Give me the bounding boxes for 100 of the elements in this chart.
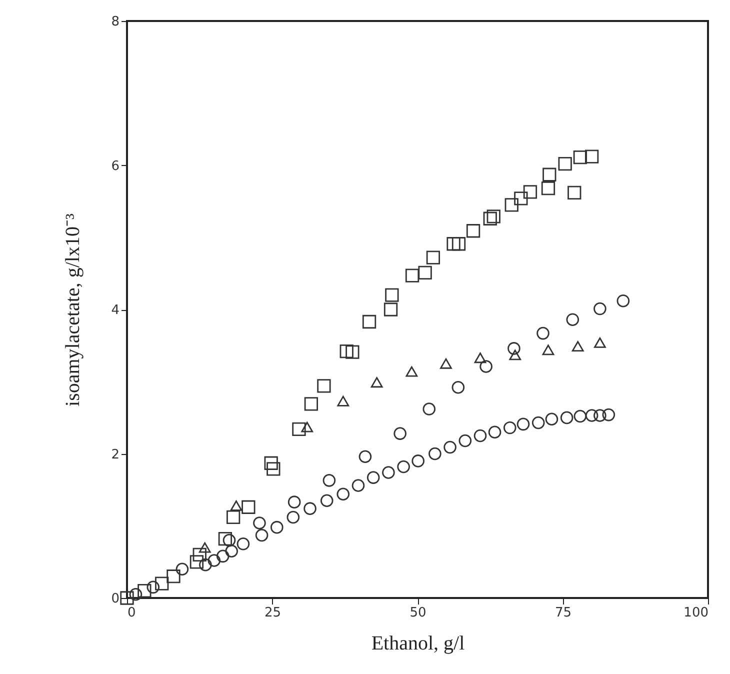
- point: [366, 471, 380, 484]
- point: [255, 528, 268, 542]
- x-tick-label: 100: [684, 606, 708, 620]
- x-axis-title: Ethanol, g/l: [371, 632, 466, 654]
- point: [616, 294, 630, 308]
- point: [236, 538, 250, 550]
- point: [536, 326, 550, 340]
- point: [509, 350, 522, 360]
- point: [166, 570, 180, 584]
- point: [602, 408, 616, 422]
- point: [352, 479, 365, 492]
- point: [584, 150, 599, 164]
- point: [428, 447, 442, 460]
- x-tick-label: 25: [264, 606, 282, 620]
- point: [523, 185, 538, 199]
- point: [558, 156, 572, 171]
- point: [541, 182, 556, 196]
- point: [560, 411, 574, 424]
- point: [542, 344, 554, 356]
- point: [394, 427, 406, 440]
- point: [301, 422, 314, 432]
- point: [190, 555, 204, 569]
- point: [384, 302, 398, 316]
- point: [198, 542, 211, 553]
- point: [242, 500, 256, 514]
- point: [264, 456, 278, 470]
- point: [542, 168, 556, 182]
- point: [574, 410, 587, 423]
- point: [317, 379, 331, 393]
- y-tick-label: 2: [111, 447, 120, 462]
- point: [288, 496, 301, 508]
- point: [488, 426, 502, 438]
- point: [405, 268, 420, 282]
- point: [452, 237, 466, 251]
- point: [138, 584, 152, 598]
- point: [304, 502, 316, 515]
- y-axis-title: isoamylacetate, g/lx10⁻³: [62, 214, 84, 406]
- point: [412, 454, 424, 468]
- y-tick-label: 4: [111, 303, 120, 318]
- point: [192, 548, 206, 562]
- y-tick-label: 0: [111, 592, 120, 606]
- point: [304, 397, 318, 411]
- point: [199, 558, 212, 572]
- point: [382, 466, 395, 479]
- point: [362, 314, 376, 329]
- point: [346, 345, 360, 359]
- point: [397, 460, 410, 474]
- point: [358, 450, 372, 464]
- point: [216, 550, 230, 563]
- y-tick-label: 8: [111, 14, 120, 30]
- point: [426, 250, 440, 264]
- point: [292, 422, 306, 436]
- point: [322, 474, 336, 487]
- point: [129, 588, 142, 601]
- point: [508, 342, 520, 355]
- point: [566, 313, 580, 326]
- point: [422, 402, 436, 416]
- point: [208, 554, 221, 567]
- point: [370, 377, 383, 388]
- point: [225, 544, 238, 558]
- point: [176, 562, 189, 576]
- point: [568, 186, 582, 200]
- point: [466, 224, 480, 238]
- point: [253, 516, 266, 530]
- point: [155, 576, 169, 590]
- point: [483, 212, 497, 226]
- point: [446, 237, 460, 251]
- point: [320, 494, 334, 508]
- point: [146, 580, 160, 594]
- x-tick-label: 0: [128, 606, 136, 620]
- point: [594, 337, 606, 348]
- point: [594, 302, 606, 316]
- point: [418, 266, 432, 280]
- point: [458, 434, 472, 448]
- point: [120, 591, 134, 605]
- point: [340, 344, 354, 358]
- point: [452, 381, 465, 394]
- point: [480, 360, 492, 373]
- point: [266, 462, 280, 476]
- point: [474, 429, 487, 442]
- point: [516, 418, 530, 431]
- point: [594, 409, 606, 422]
- point: [486, 210, 500, 224]
- point: [336, 488, 350, 501]
- point: [218, 532, 232, 546]
- point: [286, 510, 300, 524]
- point: [573, 150, 588, 164]
- point: [585, 409, 598, 422]
- point: [230, 500, 242, 511]
- point: [270, 520, 284, 534]
- point: [337, 396, 350, 406]
- point: [545, 412, 558, 426]
- point: [406, 366, 418, 377]
- point: [572, 341, 584, 352]
- point: [222, 534, 236, 547]
- y-tick-label: 6: [111, 158, 120, 174]
- point: [474, 352, 486, 364]
- x-tick-label: 75: [554, 606, 572, 620]
- point: [504, 198, 518, 212]
- point: [532, 416, 545, 430]
